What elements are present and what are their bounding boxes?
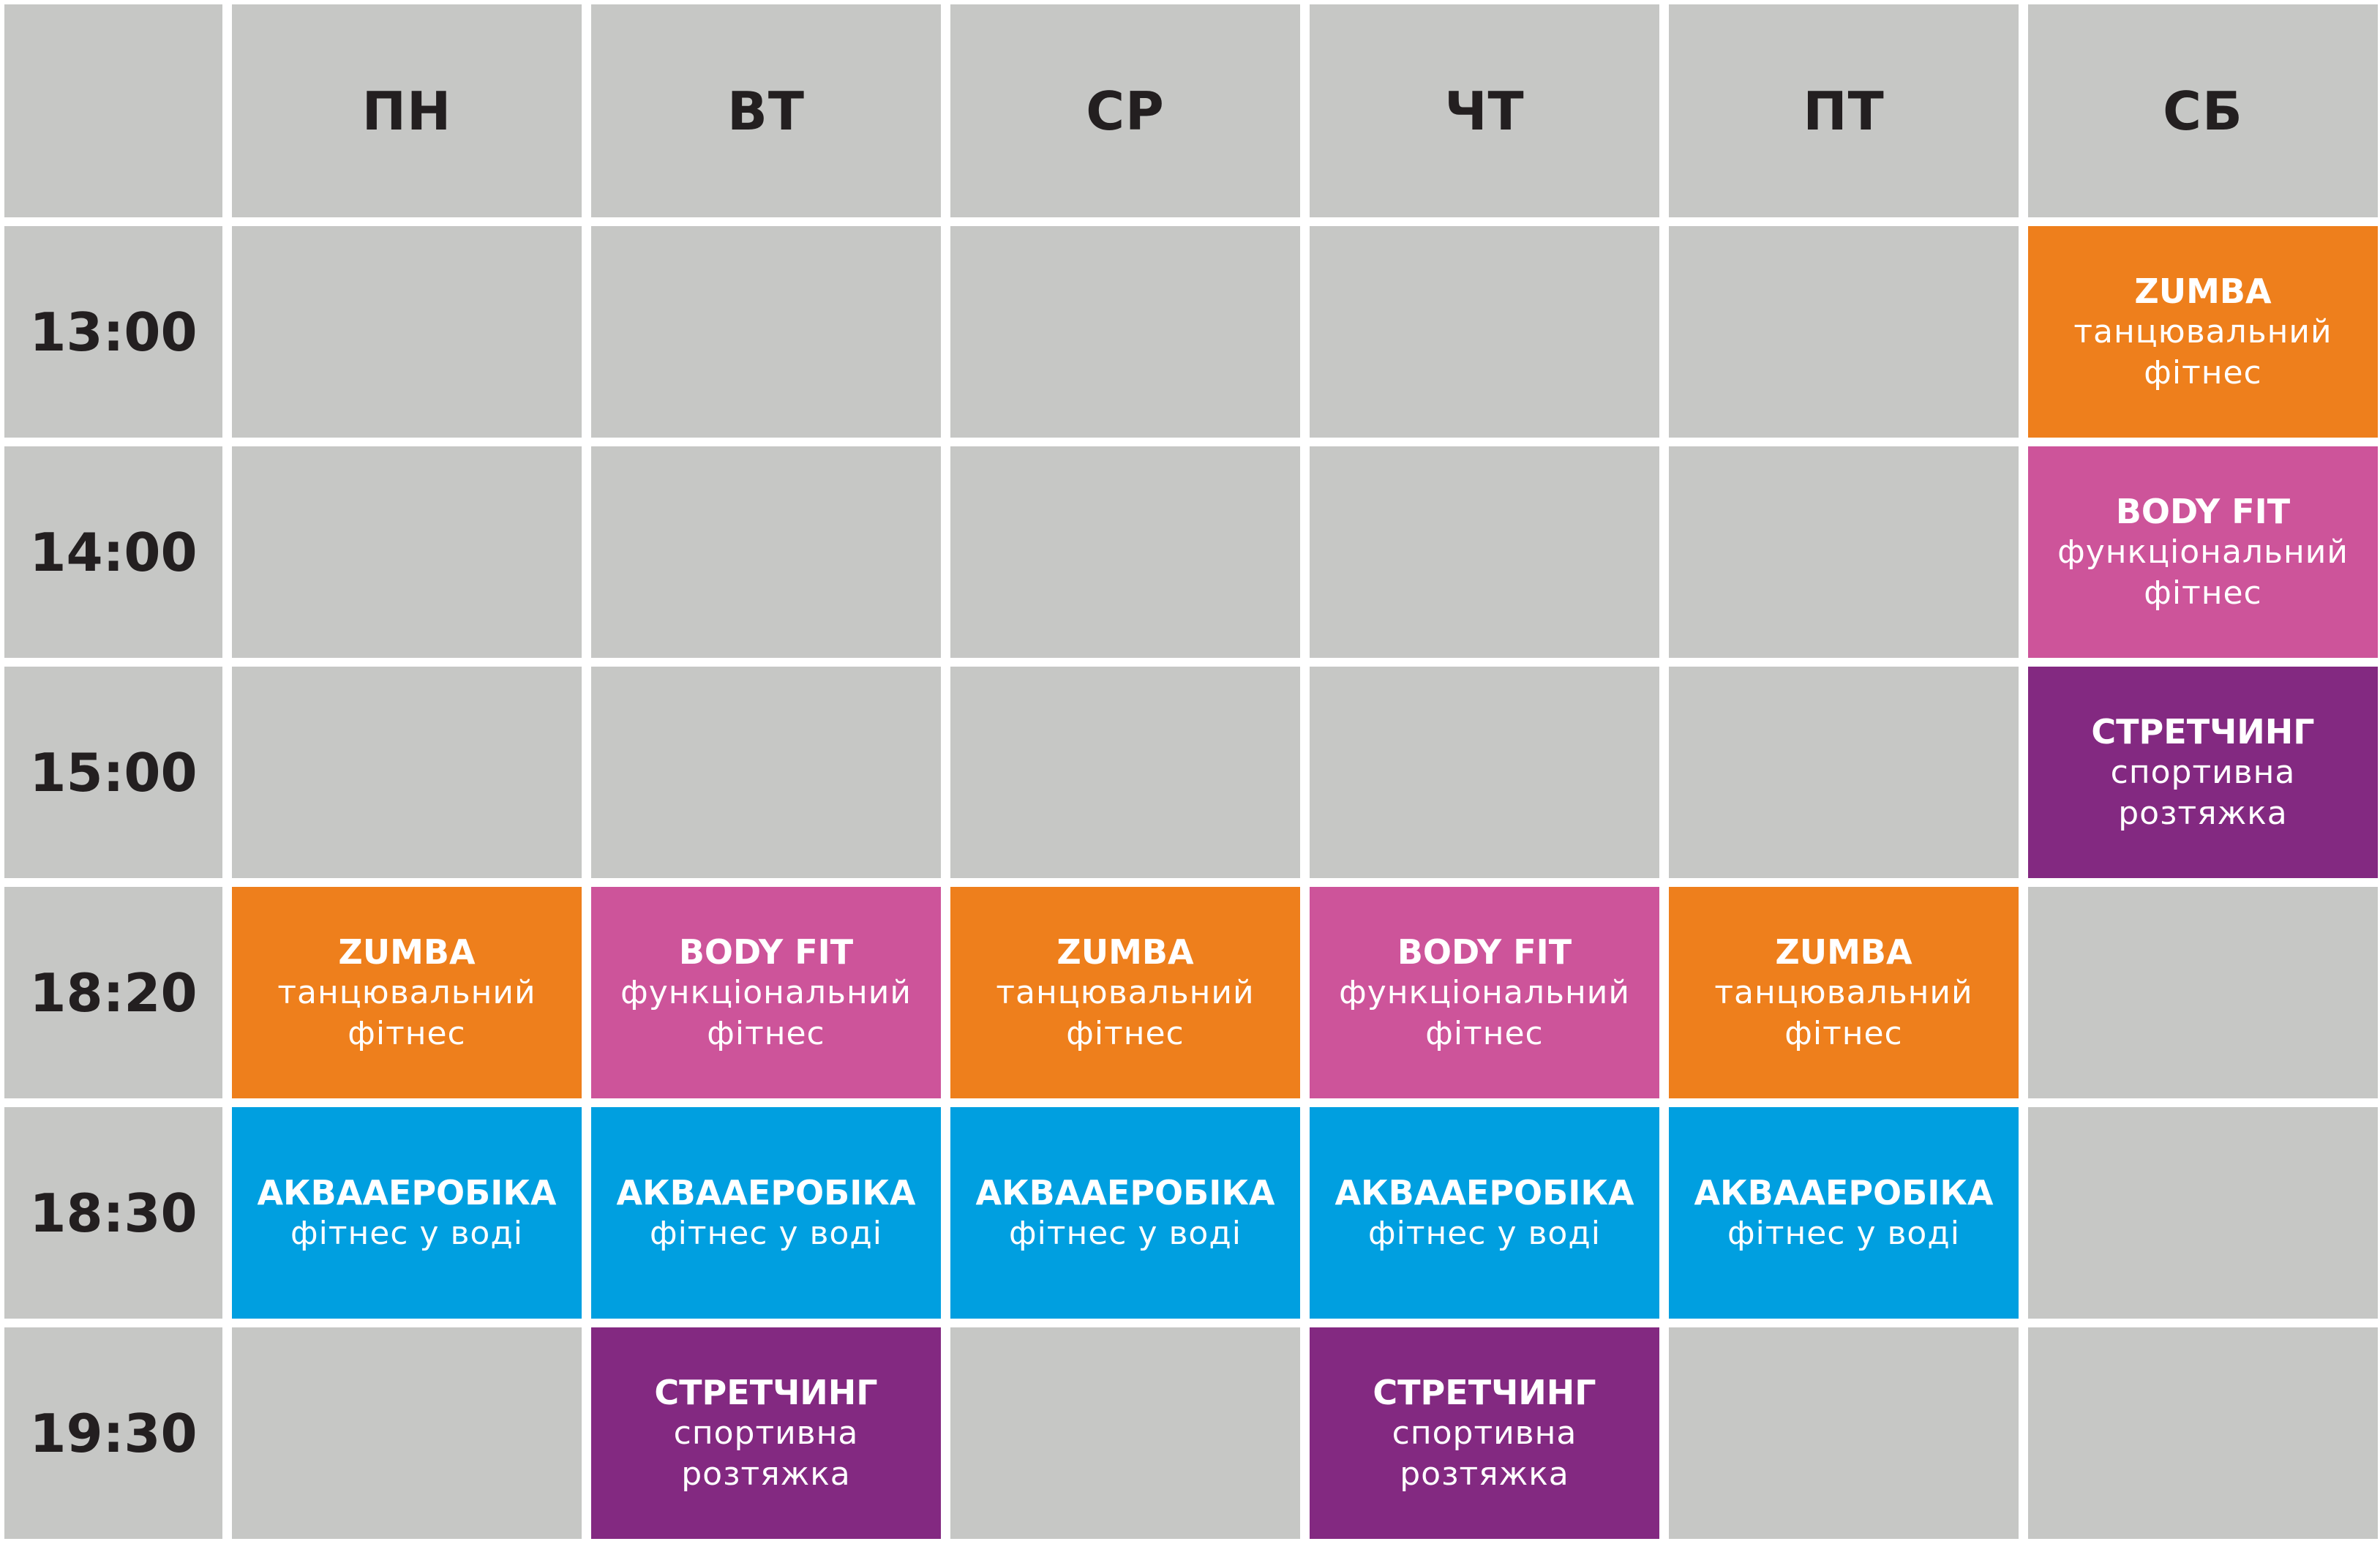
class-slot-bodyfit-sat: BODY FIT функціональний фітнес: [2028, 446, 2378, 658]
day-header-thu: ЧТ: [1310, 4, 1659, 217]
time-label: 18:30: [4, 1107, 222, 1319]
class-subtitle: фітнес у воді: [290, 1214, 523, 1252]
class-title: АКВААЕРОБІКА: [1334, 1172, 1634, 1213]
class-subtitle: танцювальний: [996, 973, 1255, 1011]
class-title: СТРЕТЧИНГ: [1373, 1372, 1596, 1412]
class-title: BODY FIT: [2115, 491, 2291, 531]
class-slot-zumba-sat: ZUMBA танцювальний фітнес: [2028, 226, 2378, 438]
class-title: СТРЕТЧИНГ: [654, 1372, 878, 1412]
class-title: ZUMBA: [338, 932, 476, 972]
class-slot-zumba-mon: ZUMBA танцювальний фітнес: [232, 887, 582, 1098]
time-label: 18:20: [4, 887, 222, 1098]
class-slot-aqua-thu: АКВААЕРОБІКА фітнес у воді: [1310, 1107, 1659, 1319]
empty-slot-wed: [950, 667, 1300, 878]
class-title: BODY FIT: [1397, 932, 1572, 972]
empty-slot-thu: [1310, 667, 1659, 878]
class-subtitle: розтяжка: [1400, 1455, 1569, 1493]
empty-slot-wed: [950, 1327, 1300, 1539]
time-label: 13:00: [4, 226, 222, 438]
class-subtitle: фітнес: [2144, 574, 2262, 612]
empty-slot-fri: [1669, 226, 2019, 438]
class-subtitle: танцювальний: [277, 973, 536, 1011]
class-slot-stretch-thu: СТРЕТЧИНГ спортивна розтяжка: [1310, 1327, 1659, 1539]
day-header-tue: ВТ: [591, 4, 941, 217]
empty-slot-sat: [2028, 887, 2378, 1098]
class-subtitle: розтяжка: [681, 1455, 851, 1493]
class-subtitle: спортивна: [1392, 1414, 1577, 1452]
corner-cell: [4, 4, 222, 217]
empty-slot-tue: [591, 226, 941, 438]
day-header-sat: СБ: [2028, 4, 2378, 217]
class-subtitle: танцювальний: [2073, 312, 2332, 351]
empty-slot-thu: [1310, 226, 1659, 438]
class-subtitle: функціональний: [2057, 533, 2349, 571]
class-subtitle: фітнес: [348, 1014, 466, 1052]
empty-slot-mon: [232, 667, 582, 878]
empty-slot-wed: [950, 226, 1300, 438]
empty-slot-fri: [1669, 667, 2019, 878]
empty-slot-fri: [1669, 446, 2019, 658]
class-title: ZUMBA: [1056, 932, 1194, 972]
empty-slot-sat: [2028, 1107, 2378, 1319]
class-slot-aqua-wed: АКВААЕРОБІКА фітнес у воді: [950, 1107, 1300, 1319]
class-slot-bodyfit-tue: BODY FIT функціональний фітнес: [591, 887, 941, 1098]
time-label: 15:00: [4, 667, 222, 878]
class-subtitle: фітнес у воді: [1727, 1214, 1960, 1252]
empty-slot-sat: [2028, 1327, 2378, 1539]
class-subtitle: спортивна: [2110, 753, 2296, 791]
class-subtitle: фітнес: [1425, 1014, 1544, 1052]
class-title: ZUMBA: [1775, 932, 1912, 972]
class-subtitle: розтяжка: [2118, 794, 2288, 832]
class-subtitle: фітнес у воді: [1008, 1214, 1242, 1252]
class-slot-zumba-fri: ZUMBA танцювальний фітнес: [1669, 887, 2019, 1098]
class-title: АКВААЕРОБІКА: [257, 1172, 557, 1213]
empty-slot-tue: [591, 446, 941, 658]
class-slot-stretch-sat: СТРЕТЧИНГ спортивна розтяжка: [2028, 667, 2378, 878]
empty-slot-thu: [1310, 446, 1659, 658]
empty-slot-tue: [591, 667, 941, 878]
class-subtitle: фітнес у воді: [1367, 1214, 1601, 1252]
class-subtitle: фітнес: [2144, 353, 2262, 391]
class-subtitle: фітнес у воді: [649, 1214, 882, 1252]
empty-slot-fri: [1669, 1327, 2019, 1539]
class-subtitle: спортивна: [673, 1414, 859, 1452]
class-subtitle: фітнес: [707, 1014, 825, 1052]
class-subtitle: фітнес: [1066, 1014, 1185, 1052]
class-subtitle: функціональний: [1339, 973, 1630, 1011]
time-label: 19:30: [4, 1327, 222, 1539]
class-slot-aqua-mon: АКВААЕРОБІКА фітнес у воді: [232, 1107, 582, 1319]
class-title: АКВААЕРОБІКА: [975, 1172, 1275, 1213]
class-slot-aqua-fri: АКВААЕРОБІКА фітнес у воді: [1669, 1107, 2019, 1319]
class-title: ZUMBA: [2134, 271, 2272, 311]
empty-slot-mon: [232, 226, 582, 438]
class-title: АКВААЕРОБІКА: [616, 1172, 916, 1213]
class-slot-bodyfit-thu: BODY FIT функціональний фітнес: [1310, 887, 1659, 1098]
day-header-mon: ПН: [232, 4, 582, 217]
class-subtitle: функціональний: [620, 973, 912, 1011]
class-slot-aqua-tue: АКВААЕРОБІКА фітнес у воді: [591, 1107, 941, 1319]
empty-slot-mon: [232, 1327, 582, 1539]
class-subtitle: танцювальний: [1714, 973, 1973, 1011]
class-subtitle: фітнес: [1784, 1014, 1903, 1052]
class-slot-stretch-tue: СТРЕТЧИНГ спортивна розтяжка: [591, 1327, 941, 1539]
empty-slot-wed: [950, 446, 1300, 658]
class-title: BODY FIT: [678, 932, 854, 972]
time-label: 14:00: [4, 446, 222, 658]
class-title: АКВААЕРОБІКА: [1694, 1172, 1994, 1213]
day-header-wed: СР: [950, 4, 1300, 217]
empty-slot-mon: [232, 446, 582, 658]
day-header-fri: ПТ: [1669, 4, 2019, 217]
class-slot-zumba-wed: ZUMBA танцювальний фітнес: [950, 887, 1300, 1098]
class-title: СТРЕТЧИНГ: [2091, 711, 2315, 752]
